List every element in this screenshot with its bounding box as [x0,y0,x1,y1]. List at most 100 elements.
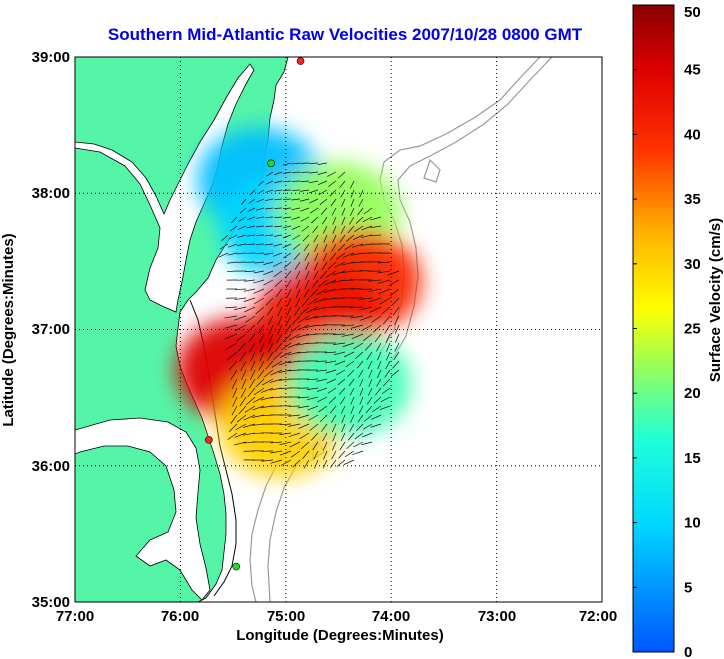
velocity-vector [387,270,400,276]
velocity-vector [282,333,292,343]
velocity-vector [260,396,274,401]
velocity-vector [319,198,328,206]
velocity-vector [341,279,355,281]
velocity-vector [366,351,373,361]
velocity-vector [235,288,247,291]
velocity-vector [350,207,355,216]
velocity-vector [303,459,310,469]
velocity-vector [349,387,355,396]
velocity-vector [340,225,346,234]
velocity-vector [249,342,256,353]
velocity-vector [256,315,265,325]
velocity-vector [356,360,364,369]
velocity-vector [305,261,310,271]
velocity-vector [283,261,292,269]
velocity-vector [227,270,238,272]
velocity-vector [347,225,355,234]
velocity-vector [296,333,310,338]
velocity-vector [337,243,346,252]
velocity-vector [343,351,355,358]
velocity-vector [313,270,319,280]
velocity-vector [385,333,391,343]
velocity-vector [224,324,238,329]
velocity-vector [341,207,346,216]
velocity-vector [259,342,265,353]
y-tick-label: 37:00 [32,321,70,338]
velocity-vector [300,441,310,450]
velocity-vector [295,297,301,308]
velocity-vector [393,351,400,361]
velocity-vector [263,369,274,378]
y-tick-label: 36:00 [32,458,70,475]
velocity-vector [290,324,301,333]
velocity-vector [253,270,265,274]
velocity-vector [277,315,283,326]
velocity-vector [273,351,283,360]
velocity-vector [341,423,346,433]
velocity-vector [361,225,373,231]
velocity-vector [322,216,328,225]
velocity-vector [291,225,301,230]
velocity-vector [332,441,337,451]
velocity-patch [287,332,412,436]
velocity-vector [230,414,238,424]
velocity-vector [257,369,265,380]
velocity-vector [250,351,256,362]
velocity-vector [288,432,301,438]
velocity-vector [337,378,346,386]
velocity-vector [314,261,319,271]
velocity-vector [283,252,292,259]
velocity-vector [279,351,292,358]
velocity-vector [256,225,265,228]
velocity-vector [296,324,310,331]
velocity-vector [383,378,391,387]
velocity-vector [377,261,391,264]
velocity-vector [282,243,292,249]
velocity-vector [350,306,364,309]
velocity-vector [265,297,274,306]
velocity-vector [336,459,346,467]
velocity-vector [285,279,292,289]
velocity-vector [300,207,310,212]
velocity-vector [243,414,256,421]
velocity-vector [286,297,292,308]
velocity-vector [246,324,256,333]
velocity-vector [308,180,319,184]
velocity-vector [317,180,328,186]
y-tick-label: 38:00 [32,185,70,202]
velocity-vector [237,225,247,230]
velocity-vector [248,198,256,204]
velocity-vector [360,315,373,321]
velocity-vector [329,252,337,261]
velocity-vector [234,297,247,300]
velocity-vector [227,351,238,361]
velocity-vector [367,396,373,405]
velocity-vector [220,243,229,250]
velocity-vector [265,180,274,185]
velocity-vector [377,360,382,370]
velocity-vector [323,243,328,253]
velocity-vector [342,252,355,258]
velocity-vector [241,378,247,390]
velocity-vector [241,369,247,381]
velocity-vector [354,225,364,233]
velocity-vector [340,432,346,442]
velocity-vector [312,225,319,233]
velocity-vector [297,396,310,399]
velocity-vector [274,189,283,192]
x-tick-label: 73:00 [478,608,516,625]
velocity-vector [316,288,328,296]
velocity-vector [302,234,310,242]
velocity-vector [221,234,229,242]
velocity-vector [332,432,337,442]
velocity-vector [288,423,301,427]
velocity-vector [323,288,337,293]
velocity-vector [370,216,382,221]
velocity-vector [300,216,310,222]
velocity-vector [329,189,337,197]
x-tick-label: 72:00 [579,608,617,625]
velocity-vector [255,306,265,315]
velocity-vector [300,189,310,192]
velocity-vector [338,450,346,459]
velocity-vector [252,396,265,403]
